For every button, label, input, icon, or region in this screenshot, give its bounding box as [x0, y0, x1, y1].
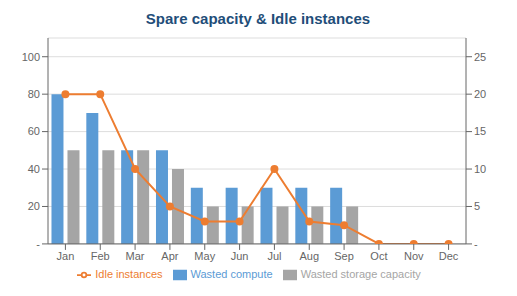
- svg-text:May: May: [194, 250, 215, 262]
- svg-text:25: 25: [474, 51, 486, 63]
- html-text:Spare capacity & Idle instance: Spare capacity & Idle instances: [145, 10, 371, 27]
- svg-text:Dec: Dec: [439, 250, 459, 262]
- svg-text:60: 60: [28, 125, 40, 137]
- svg-text:10: 10: [474, 163, 486, 175]
- svg-text:15: 15: [474, 125, 486, 137]
- svg-text:-: -: [36, 238, 40, 250]
- html-text:Idle instances: Idle instances: [95, 267, 163, 280]
- svg-text:Aug: Aug: [299, 250, 319, 262]
- svg-text:Apr: Apr: [161, 250, 178, 262]
- svg-text:-: -: [474, 238, 478, 250]
- svg-text:40: 40: [28, 163, 40, 175]
- html-text:Wasted compute: Wasted compute: [190, 267, 273, 280]
- svg-text:Nov: Nov: [404, 250, 424, 262]
- svg-text:80: 80: [28, 88, 40, 100]
- svg-text:Jun: Jun: [231, 250, 249, 262]
- svg-text:20: 20: [28, 200, 40, 212]
- svg-text:Jul: Jul: [267, 250, 281, 262]
- svg-text:Mar: Mar: [126, 250, 145, 262]
- svg-text:20: 20: [474, 88, 486, 100]
- svg-text:100: 100: [22, 51, 40, 63]
- html-text:Wasted storage capacity: Wasted storage capacity: [300, 267, 421, 280]
- svg-text:Sep: Sep: [334, 250, 354, 262]
- svg-text:Feb: Feb: [91, 250, 110, 262]
- svg-text:Jan: Jan: [57, 250, 75, 262]
- svg-text:5: 5: [474, 200, 480, 212]
- svg-text:Oct: Oct: [370, 250, 387, 262]
